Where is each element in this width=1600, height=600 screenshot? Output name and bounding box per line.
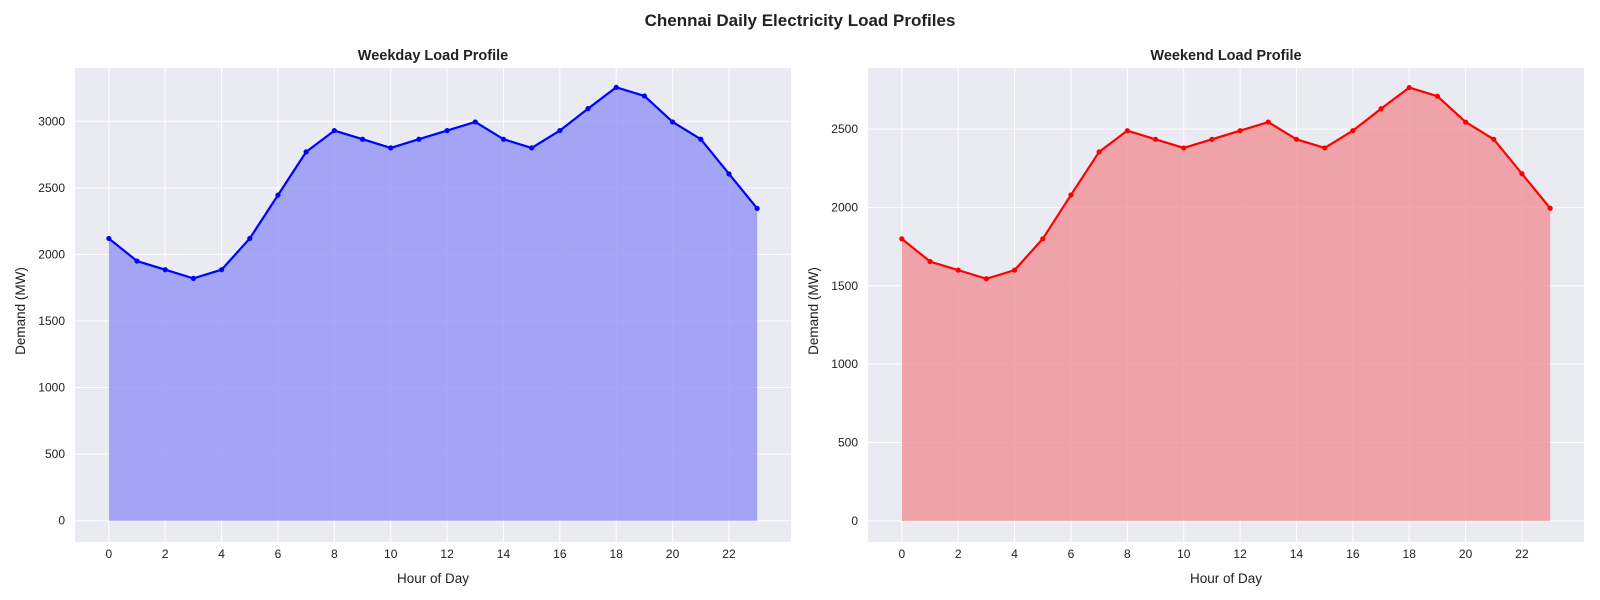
x-tick-label: 12 <box>440 547 454 561</box>
data-point <box>1547 205 1553 211</box>
data-point <box>247 235 253 242</box>
area-fill <box>108 87 758 521</box>
x-tick-label: 10 <box>384 547 398 561</box>
x-axis-label: Hour of Day <box>397 571 469 586</box>
series-line <box>108 86 759 280</box>
x-tick-label: 0 <box>105 547 112 561</box>
data-point <box>162 267 168 273</box>
data-point <box>1491 136 1497 142</box>
data-point <box>1209 136 1215 142</box>
chart-title: Weekend Load Profile <box>1150 48 1301 64</box>
data-point <box>754 205 760 212</box>
y-tick-label: 500 <box>838 435 858 449</box>
data-point <box>1181 145 1187 151</box>
y-tick-label: 1500 <box>831 279 858 293</box>
x-tick-label: 20 <box>666 547 680 561</box>
y-tick-label: 0 <box>58 514 65 528</box>
data-point <box>1068 192 1074 198</box>
data-point <box>1519 171 1525 177</box>
series-line <box>901 86 1552 280</box>
data-point <box>557 127 563 134</box>
x-tick-label: 2 <box>162 547 169 561</box>
data-point <box>1265 119 1271 125</box>
data-point <box>1237 128 1243 134</box>
data-point <box>1322 145 1328 151</box>
x-tick-label: 18 <box>1403 547 1417 561</box>
data-point <box>106 235 112 242</box>
x-tick-label: 16 <box>1346 547 1360 561</box>
data-point <box>472 119 478 125</box>
x-tick-label: 4 <box>218 547 225 561</box>
x-tick-label: 4 <box>1011 547 1018 561</box>
y-tick-label: 2000 <box>38 247 65 261</box>
y-tick-label: 2000 <box>831 200 858 214</box>
data-point <box>927 258 933 265</box>
x-tick-label: 6 <box>275 547 282 561</box>
data-point <box>331 127 337 134</box>
data-point <box>1293 136 1300 142</box>
x-tick-label: 14 <box>1290 547 1304 561</box>
data-point <box>500 136 507 142</box>
data-point <box>613 84 619 90</box>
data-point <box>303 149 309 155</box>
data-point <box>218 267 225 273</box>
data-point <box>1011 267 1018 273</box>
x-tick-label: 6 <box>1068 547 1075 561</box>
y-tick-label: 500 <box>45 447 65 461</box>
figure-title: Chennai Daily Electricity Load Profiles <box>645 11 956 30</box>
data-point <box>444 127 450 134</box>
chart-title: Weekday Load Profile <box>358 48 508 64</box>
data-point <box>359 136 366 142</box>
y-tick-label: 2500 <box>38 181 65 195</box>
data-point <box>1124 128 1130 134</box>
y-tick-label: 1000 <box>38 381 65 395</box>
y-axis-label: Demand (MW) <box>806 267 821 355</box>
data-point <box>1434 93 1441 99</box>
x-tick-label: 10 <box>1177 547 1191 561</box>
data-point <box>698 136 704 142</box>
data-point <box>899 236 905 242</box>
x-tick-label: 16 <box>553 547 567 561</box>
x-tick-label: 8 <box>331 547 338 561</box>
data-point <box>190 275 196 281</box>
y-tick-label: 3000 <box>38 114 65 128</box>
data-point <box>726 171 732 177</box>
x-tick-label: 12 <box>1233 547 1247 561</box>
data-point <box>670 119 676 125</box>
data-point <box>1406 84 1412 91</box>
data-point <box>275 192 281 198</box>
data-point <box>585 106 591 112</box>
y-axis-label: Demand (MW) <box>13 267 28 355</box>
data-point <box>1096 149 1102 155</box>
area-fill <box>901 87 1551 521</box>
y-tick-label: 1500 <box>38 314 65 328</box>
x-tick-label: 18 <box>610 547 624 561</box>
y-tick-label: 1000 <box>831 357 858 371</box>
data-point <box>1463 119 1469 125</box>
y-tick-label: 0 <box>851 514 858 528</box>
data-point <box>1378 106 1384 112</box>
data-point <box>134 258 140 264</box>
x-tick-label: 14 <box>497 547 511 561</box>
x-tick-label: 8 <box>1124 547 1131 561</box>
x-tick-label: 22 <box>1515 547 1529 561</box>
data-point <box>955 267 961 273</box>
data-point <box>416 136 422 142</box>
data-point <box>641 93 648 99</box>
x-tick-label: 0 <box>898 547 905 561</box>
y-tick-label: 2500 <box>831 122 858 136</box>
data-point <box>983 276 989 282</box>
data-point <box>1152 136 1159 142</box>
data-point <box>529 145 535 151</box>
weekend-chart: Weekend Load Profile Hour of Day Demand … <box>806 48 1584 586</box>
x-tick-label: 20 <box>1459 547 1473 561</box>
data-point <box>1350 128 1356 134</box>
x-tick-label: 2 <box>955 547 962 561</box>
weekday-chart: Weekday Load Profile Hour of Day Demand … <box>13 48 791 586</box>
x-tick-label: 22 <box>722 547 736 561</box>
data-point <box>1040 236 1046 242</box>
x-axis-label: Hour of Day <box>1190 571 1262 586</box>
data-point <box>388 145 394 151</box>
